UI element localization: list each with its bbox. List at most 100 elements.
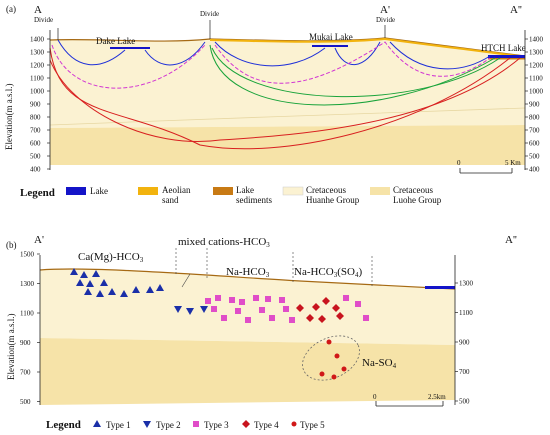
sample-type1-point — [100, 279, 108, 286]
sample-type3-point — [253, 295, 259, 301]
mukai-lake-label: Mukai Lake — [309, 32, 353, 42]
legend-label-lake-sediments-2: sediments — [236, 195, 272, 205]
divide-label-2: Divide — [200, 10, 219, 18]
b-left-tick-label-900: 900 — [20, 339, 31, 347]
sample-type3-point — [343, 295, 349, 301]
sample-type2-point — [200, 306, 208, 313]
sample-type1-point — [84, 288, 92, 295]
panel-a-tag: (a) — [6, 4, 16, 14]
dake-lake-label: Dake Lake — [96, 36, 135, 46]
sample-type1-point — [92, 270, 100, 277]
sample-type5-point — [331, 374, 337, 380]
sample-type5-point — [341, 366, 347, 372]
point-b-a1-label: A' — [34, 234, 44, 246]
panel-b-scale-bar: 0 2.5km — [373, 393, 446, 407]
huanhe-group-layer-b — [40, 269, 455, 345]
flow-intermediate-2 — [214, 41, 491, 84]
htch-lake-b — [425, 286, 455, 289]
legend-label-type5: Type 5 — [300, 420, 325, 430]
sample-type3-point — [363, 315, 369, 321]
sample-type3-point — [355, 301, 361, 307]
sample-type3-point — [229, 297, 235, 303]
point-a-label: A — [34, 4, 42, 16]
sample-type5-point — [319, 371, 325, 377]
sample-type3-point — [235, 308, 241, 314]
sample-type1-point — [146, 286, 154, 293]
sample-type2-point — [186, 308, 194, 315]
sample-type4-point — [306, 314, 314, 322]
legend-swatch-lake-sediments — [213, 187, 233, 195]
legend-swatch-lake — [66, 187, 86, 195]
legend-label-type3: Type 3 — [204, 420, 229, 430]
zone-label-na-hco3: Na-HCO3 — [226, 266, 270, 279]
flow-paths — [49, 39, 521, 150]
zone-label-ca: Ca(Mg)-HCO3 — [78, 251, 144, 264]
divide-label-1: Divide — [34, 16, 53, 24]
divide-markers: Divide Divide Divide — [34, 10, 395, 40]
legend-marker-type5 — [291, 421, 297, 427]
scale-a-end-label: 5 Km — [505, 159, 521, 167]
a-left-tick-label-1400: 1400 — [30, 36, 45, 44]
b-left-tick-label-700: 700 — [20, 369, 31, 377]
legend-label-type1: Type 1 — [106, 420, 131, 430]
htch-lake-label: HTCH Lake — [481, 43, 526, 53]
legend-label-luohe: Cretaceous — [393, 185, 433, 195]
a-right-tick-label-400: 400 — [529, 166, 540, 174]
legend-marker-type1 — [93, 420, 101, 427]
divide-label-3: Divide — [376, 16, 395, 24]
a-right-tick-label-1200: 1200 — [529, 62, 544, 70]
panel-a: (a) A A' A'' D — [4, 4, 544, 205]
legend-marker-type3 — [193, 421, 199, 427]
panel-b-y-axis-label: Elevation(m a.s.l.) — [6, 314, 16, 380]
a-right-tick-label-1100: 1100 — [529, 75, 543, 83]
sample-type3-point — [283, 306, 289, 312]
b-left-tick-label-1300: 1300 — [20, 280, 35, 288]
luohe-group-layer-b — [40, 338, 455, 405]
mixed-pointer — [181, 273, 191, 288]
point-b-a2-label: A'' — [505, 234, 517, 246]
b-right-tick-label-500: 500 — [459, 398, 470, 406]
a-right-tick-label-1400: 1400 — [529, 36, 544, 44]
a-left-tick-label-800: 800 — [30, 114, 41, 122]
a-left-tick-label-1200: 1200 — [30, 62, 45, 70]
a-right-tick-label-700: 700 — [529, 127, 540, 135]
panel-a-right-ticks: 1400 1300 1200 1100 1000 900 800 700 600 500 400 — [525, 36, 544, 174]
sample-type1-point — [156, 284, 164, 291]
legend-label-huanhe-2: Huanhe Group — [306, 195, 360, 205]
sample-type5-point — [326, 339, 332, 345]
a-right-tick-label-800: 800 — [529, 114, 540, 122]
zone-label-na-so4: Na-SO4 — [362, 357, 397, 370]
panel-a-left-ticks: 1400 1300 1200 1100 1000 900 800 700 600 500 400 — [30, 36, 50, 174]
legend-swatch-luohe — [370, 187, 390, 195]
sample-type1-point — [86, 280, 94, 287]
dake-lake — [110, 47, 150, 49]
legend-label-aeolian-2: sand — [162, 195, 179, 205]
sample-type5-point — [334, 353, 340, 359]
sample-type1-point — [70, 268, 78, 275]
a-left-tick-label-700: 700 — [30, 127, 41, 135]
panel-b: (b) A' A'' Ca(Mg)-HCO3 mixed cations-HCO… — [6, 234, 517, 431]
scale-b-end-label: 2.5km — [428, 393, 446, 401]
flow-regional-2 — [49, 57, 521, 142]
legend-marker-type2 — [143, 421, 151, 428]
sample-type3-point — [221, 315, 227, 321]
legend-marker-type4 — [242, 420, 250, 428]
a-right-tick-label-500: 500 — [529, 153, 540, 161]
sample-type4-point — [318, 315, 326, 323]
flow-local-3 — [214, 41, 326, 67]
legend-a-title: Legend — [20, 187, 55, 199]
a-left-tick-label-400: 400 — [30, 166, 41, 174]
sample-type1-point — [76, 279, 84, 286]
flow-green-1 — [209, 44, 496, 106]
legend-swatch-aeolian — [138, 187, 158, 195]
sample-points — [70, 268, 369, 380]
a-right-tick-label-600: 600 — [529, 140, 540, 148]
panel-a-scale-bar: 0 5 Km — [457, 159, 521, 174]
legend-label-lake-sediments: Lake — [236, 185, 254, 195]
ground-surface-b — [39, 268, 456, 290]
point-a1-label: A' — [380, 4, 390, 16]
sample-type1-point — [96, 290, 104, 297]
panel-a-legend: Legend Lake Aeolian sand Lake sediments … — [20, 185, 442, 205]
sample-type4-point — [336, 312, 344, 320]
legend-label-aeolian: Aeolian — [162, 185, 191, 195]
